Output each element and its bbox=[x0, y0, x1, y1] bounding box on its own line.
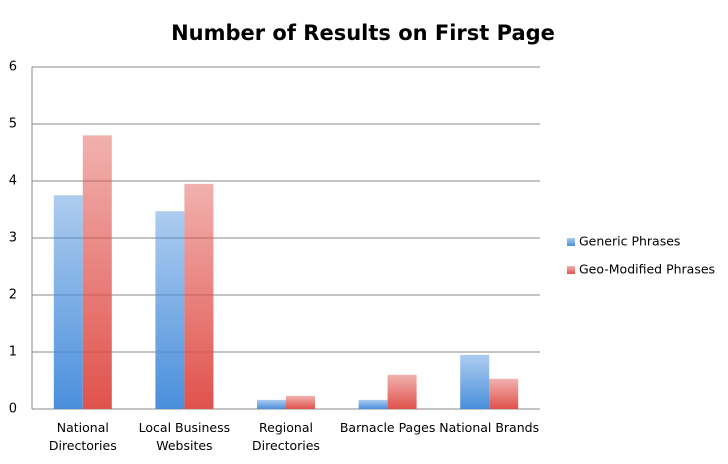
y-tick-label: 4 bbox=[9, 174, 17, 189]
bar bbox=[184, 183, 214, 409]
legend-swatch bbox=[567, 266, 575, 274]
y-tick-label: 2 bbox=[9, 288, 17, 303]
bar bbox=[460, 354, 490, 409]
bar bbox=[257, 399, 286, 409]
bar bbox=[358, 399, 388, 409]
legend-label: Generic Phrases bbox=[579, 234, 680, 249]
chart-title: Number of Results on First Page bbox=[171, 21, 555, 45]
x-tick-label: Barnacle Pages bbox=[339, 420, 436, 435]
bar bbox=[286, 395, 315, 409]
x-tick-label: National Directories bbox=[48, 420, 117, 453]
bar bbox=[387, 374, 417, 409]
y-tick-label: 1 bbox=[9, 345, 17, 360]
y-tick-label: 0 bbox=[9, 402, 17, 417]
x-tick-label: Local Business Websites bbox=[138, 420, 231, 453]
legend-label: Geo-Modified Phrases bbox=[579, 262, 715, 277]
y-tick-label: 3 bbox=[9, 231, 17, 246]
bar bbox=[53, 195, 83, 409]
x-tick-label: Regional Directories bbox=[252, 420, 320, 453]
bar bbox=[155, 211, 185, 409]
legend-swatch bbox=[567, 238, 575, 246]
bar bbox=[489, 378, 519, 409]
y-tick-label: 6 bbox=[9, 60, 17, 75]
x-tick-label: National Brands bbox=[439, 420, 540, 435]
y-tick-label: 5 bbox=[9, 117, 17, 132]
bar bbox=[82, 135, 112, 409]
